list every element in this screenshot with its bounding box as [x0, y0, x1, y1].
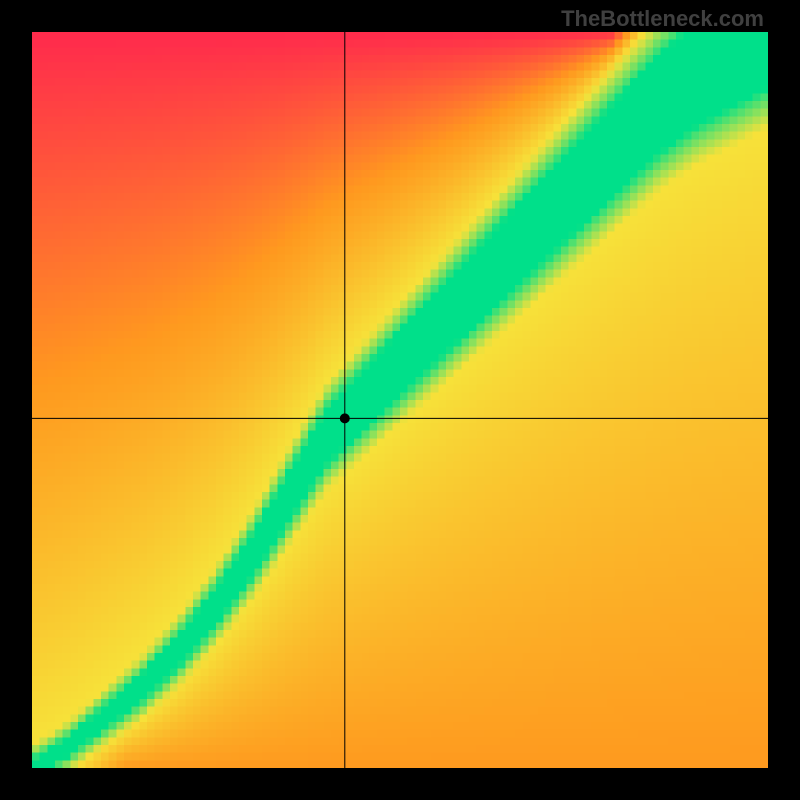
source-watermark: TheBottleneck.com	[561, 6, 764, 32]
bottleneck-heatmap	[32, 32, 768, 768]
chart-container: TheBottleneck.com	[0, 0, 800, 800]
